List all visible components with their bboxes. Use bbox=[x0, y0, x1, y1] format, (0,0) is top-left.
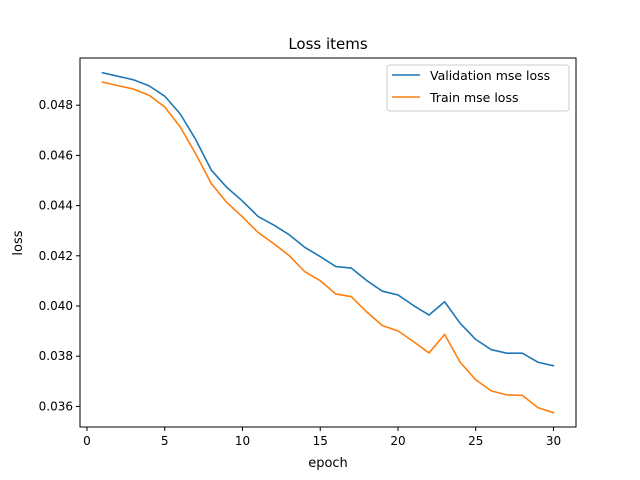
legend-label-train: Train mse loss bbox=[429, 90, 518, 105]
legend-label-validation: Validation mse loss bbox=[430, 68, 550, 83]
y-tick-label: 0.044 bbox=[39, 199, 73, 213]
legend-box bbox=[386, 64, 570, 112]
train-loss-line bbox=[101, 81, 555, 414]
chart-title: Loss items bbox=[288, 35, 368, 53]
y-axis: 0.036 0.038 0.040 0.042 0.044 0.046 0.048 bbox=[39, 98, 80, 413]
x-axis-label: epoch bbox=[308, 456, 348, 471]
y-tick-label: 0.048 bbox=[39, 98, 73, 112]
plot-frame bbox=[79, 57, 577, 428]
y-tick-label: 0.040 bbox=[39, 299, 73, 313]
x-tick-label: 0 bbox=[83, 434, 91, 448]
x-tick-label: 15 bbox=[313, 434, 328, 448]
y-tick-label: 0.038 bbox=[39, 349, 73, 363]
series-layer bbox=[101, 71, 555, 414]
y-tick-label: 0.046 bbox=[39, 148, 73, 162]
validation-loss-line bbox=[101, 71, 555, 367]
y-tick-label: 0.042 bbox=[39, 249, 73, 263]
y-tick-label: 0.036 bbox=[39, 399, 73, 413]
x-tick-label: 20 bbox=[390, 434, 405, 448]
x-axis: 0 5 10 15 20 25 30 bbox=[83, 427, 561, 448]
legend: Validation mse loss Train mse loss bbox=[386, 64, 570, 112]
x-tick-label: 5 bbox=[161, 434, 169, 448]
x-tick-label: 10 bbox=[235, 434, 250, 448]
x-tick-label: 25 bbox=[468, 434, 483, 448]
x-tick-label: 30 bbox=[546, 434, 561, 448]
y-axis-label: loss bbox=[11, 230, 26, 255]
